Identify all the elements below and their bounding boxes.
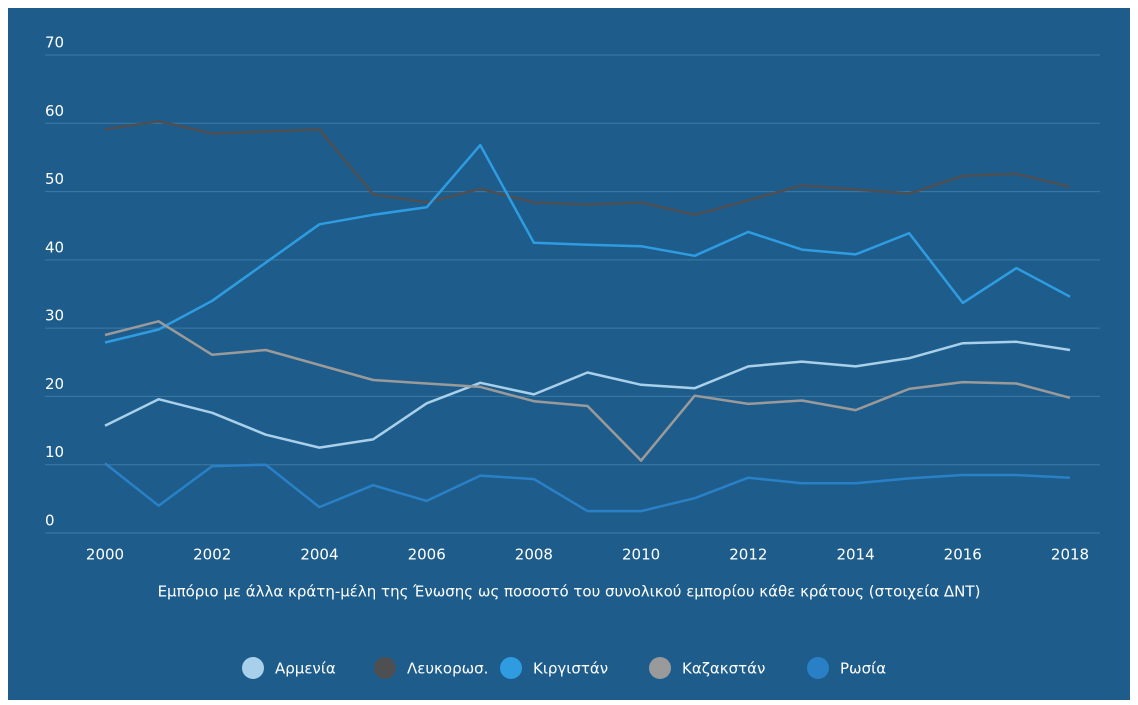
legend-swatch [649, 657, 671, 679]
x-tick-label: 2014 [836, 546, 874, 564]
x-tick-label: 2018 [1051, 546, 1089, 564]
y-tick-label: 0 [45, 512, 55, 530]
x-tick-label: 2008 [515, 546, 553, 564]
y-tick-label: 70 [45, 34, 64, 52]
x-tick-label: 2010 [622, 546, 660, 564]
y-tick-label: 40 [45, 238, 64, 256]
line [104, 119, 1071, 217]
legend-swatch [374, 657, 396, 679]
y-tick-label: 10 [45, 443, 64, 461]
legend-swatch [242, 657, 264, 679]
legend-swatch [807, 657, 829, 679]
x-tick-label: 2012 [729, 546, 767, 564]
x-tick-label: 2002 [193, 546, 231, 564]
y-tick-label: 60 [45, 102, 64, 120]
legend-label: Αρμενία [275, 660, 336, 678]
x-tick-label: 2000 [86, 546, 124, 564]
line [104, 462, 1071, 513]
y-tick-label: 20 [45, 375, 64, 393]
line [104, 340, 1071, 449]
x-tick-label: 2016 [944, 546, 982, 564]
x-tick-label: 2004 [300, 546, 338, 564]
legend-label: Καζακστάν [682, 660, 765, 678]
y-tick-label: 30 [45, 307, 64, 325]
x-axis-label: Εμπόριο με άλλα κράτη-μέλη της Ένωσης ως… [158, 583, 981, 601]
legend-label: Κιργιστάν [533, 660, 608, 678]
legend-swatch [500, 657, 522, 679]
legend-label: Λευκορωσ. [407, 660, 488, 678]
x-tick-label: 2006 [408, 546, 446, 564]
line [104, 143, 1071, 344]
y-tick-label: 50 [45, 170, 64, 188]
line [104, 320, 1071, 462]
legend-label: Ρωσία [840, 660, 886, 678]
